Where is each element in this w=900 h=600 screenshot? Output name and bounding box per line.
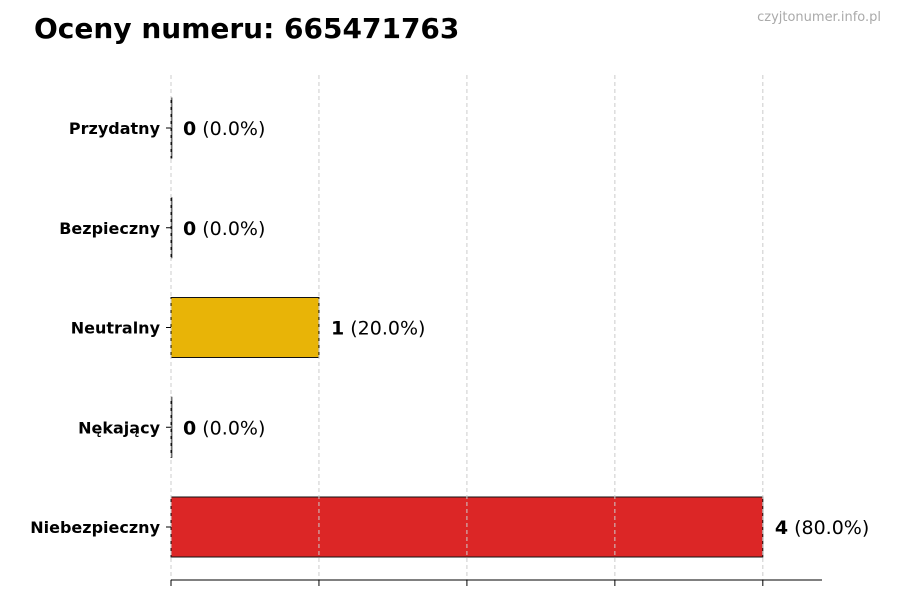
data-label-count: 0 — [183, 218, 196, 240]
data-label-percent: (20.0%) — [344, 318, 425, 340]
data-label: 1 (20.0%) — [331, 318, 425, 340]
data-label-count: 0 — [183, 118, 196, 140]
data-label-percent: (0.0%) — [196, 218, 265, 240]
y-tick-label: Neutralny — [71, 319, 161, 338]
data-label: 4 (80.0%) — [775, 517, 869, 539]
watermark: czyjtonumer.info.pl — [757, 10, 881, 25]
y-tick-label: Przydatny — [69, 119, 161, 138]
y-tick-label: Bezpieczny — [59, 219, 160, 238]
y-tick-label: Nękający — [78, 418, 160, 437]
data-label: 0 (0.0%) — [183, 218, 265, 240]
y-tick-label: Niebezpieczny — [30, 518, 160, 537]
bar-2 — [170, 297, 320, 358]
data-label-percent: (0.0%) — [196, 417, 265, 439]
data-label: 0 (0.0%) — [183, 118, 265, 140]
data-label: 0 (0.0%) — [183, 417, 265, 439]
chart-title: Oceny numeru: 665471763 — [34, 12, 460, 45]
data-label-count: 4 — [775, 517, 788, 539]
data-label-count: 1 — [331, 318, 344, 340]
data-label-count: 0 — [183, 417, 196, 439]
bar-1 — [170, 197, 173, 259]
data-label-percent: (0.0%) — [196, 118, 265, 140]
data-label-percent: (80.0%) — [788, 517, 869, 539]
